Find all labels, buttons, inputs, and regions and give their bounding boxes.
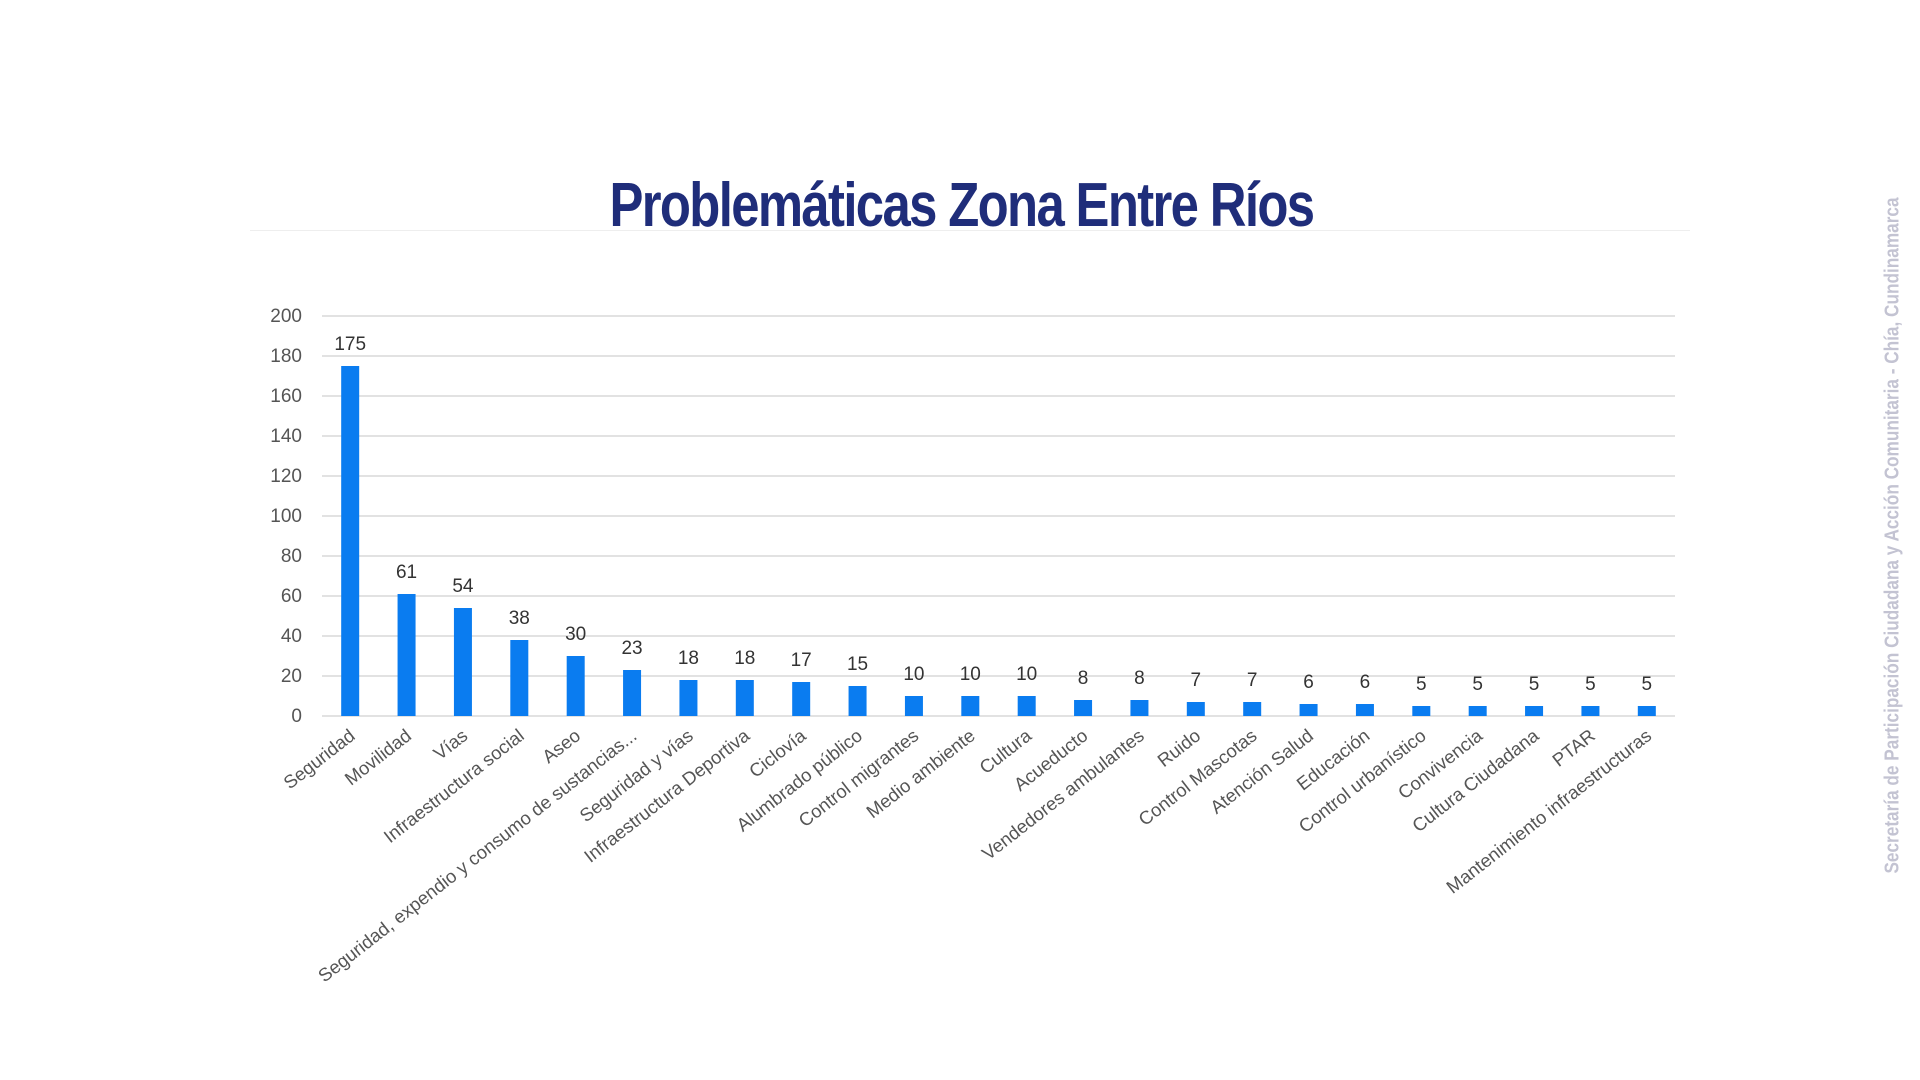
bar — [623, 670, 642, 716]
bar-value-label: 5 — [1585, 674, 1596, 695]
bar — [1130, 700, 1149, 716]
bars — [341, 366, 1656, 716]
bar — [397, 594, 416, 716]
bar-value-label: 17 — [791, 650, 812, 671]
bar-value-label: 5 — [1472, 674, 1483, 695]
bar — [904, 696, 923, 716]
bar-value-label: 10 — [903, 664, 924, 685]
y-tick-label: 100 — [270, 506, 302, 527]
bar — [1355, 704, 1374, 716]
chart-title: Problemáticas Zona Entre Ríos — [609, 171, 1315, 240]
bar — [735, 680, 754, 716]
side-caption-text: Secretaría de Participación Ciudadana y … — [1881, 196, 1904, 874]
bar — [1412, 706, 1431, 716]
y-tick-label: 60 — [281, 586, 302, 607]
bar — [1074, 700, 1093, 716]
bar — [1186, 702, 1205, 716]
bar-value-label: 10 — [960, 664, 981, 685]
x-tick-label: Aseo — [538, 725, 584, 768]
bar — [1637, 706, 1656, 716]
bar-value-label: 18 — [678, 648, 699, 669]
bar — [510, 640, 529, 716]
bar — [1525, 706, 1544, 716]
bar — [679, 680, 698, 716]
bar-value-label: 7 — [1247, 670, 1258, 691]
x-tick-label: Vías — [429, 725, 471, 764]
bar-value-label: 30 — [565, 624, 586, 645]
bar — [848, 686, 867, 716]
bar — [1243, 702, 1262, 716]
bar-value-label: 54 — [452, 576, 474, 597]
bar-value-label: 175 — [334, 334, 366, 355]
bar-value-label: 6 — [1360, 672, 1371, 693]
data-labels: 175 61 54 38 30 23 18 18 17 15 10 10 10 8 8 7 7 6 6 5 5 5 5 5 — [334, 334, 1652, 695]
y-tick-label: 200 — [270, 306, 302, 327]
bar-value-label: 10 — [1016, 664, 1037, 685]
bar-value-label: 23 — [621, 638, 642, 659]
bar — [1017, 696, 1036, 716]
y-tick-label: 40 — [281, 626, 302, 647]
bar-value-label: 6 — [1303, 672, 1314, 693]
y-tick-label: 140 — [270, 426, 302, 447]
y-tick-label: 20 — [281, 666, 302, 687]
bar-value-label: 7 — [1191, 670, 1202, 691]
side-caption: Secretaría de Participación Ciudadana y … — [1873, 135, 1913, 935]
bar-value-label: 15 — [847, 654, 868, 675]
bar — [792, 682, 811, 716]
bar-value-label: 61 — [396, 562, 417, 583]
bar-value-label: 8 — [1134, 668, 1145, 689]
bar — [453, 608, 472, 716]
bar — [961, 696, 980, 716]
bar — [1299, 704, 1318, 716]
y-tick-label: 160 — [270, 386, 302, 407]
y-tick-label: 0 — [291, 706, 302, 727]
bar-value-label: 5 — [1642, 674, 1653, 695]
y-axis-ticks: 0 20 40 60 80 100 120 140 160 180 200 — [270, 306, 302, 727]
bar-value-label: 5 — [1529, 674, 1540, 695]
bar — [1581, 706, 1600, 716]
bar-value-label: 5 — [1416, 674, 1427, 695]
grid-lines — [322, 315, 1675, 717]
y-tick-label: 80 — [281, 546, 302, 567]
y-tick-label: 120 — [270, 466, 302, 487]
bar — [566, 656, 585, 716]
y-tick-label: 180 — [270, 346, 302, 367]
x-tick-label: Seguridad — [279, 725, 358, 793]
x-tick-label: Mantenimiento infraestructuras — [1442, 725, 1655, 898]
bar — [341, 366, 360, 716]
bar-value-label: 38 — [509, 608, 530, 629]
bar — [1468, 706, 1487, 716]
bar-value-label: 18 — [734, 648, 755, 669]
title-divider — [250, 230, 1690, 231]
bar-value-label: 8 — [1078, 668, 1089, 689]
